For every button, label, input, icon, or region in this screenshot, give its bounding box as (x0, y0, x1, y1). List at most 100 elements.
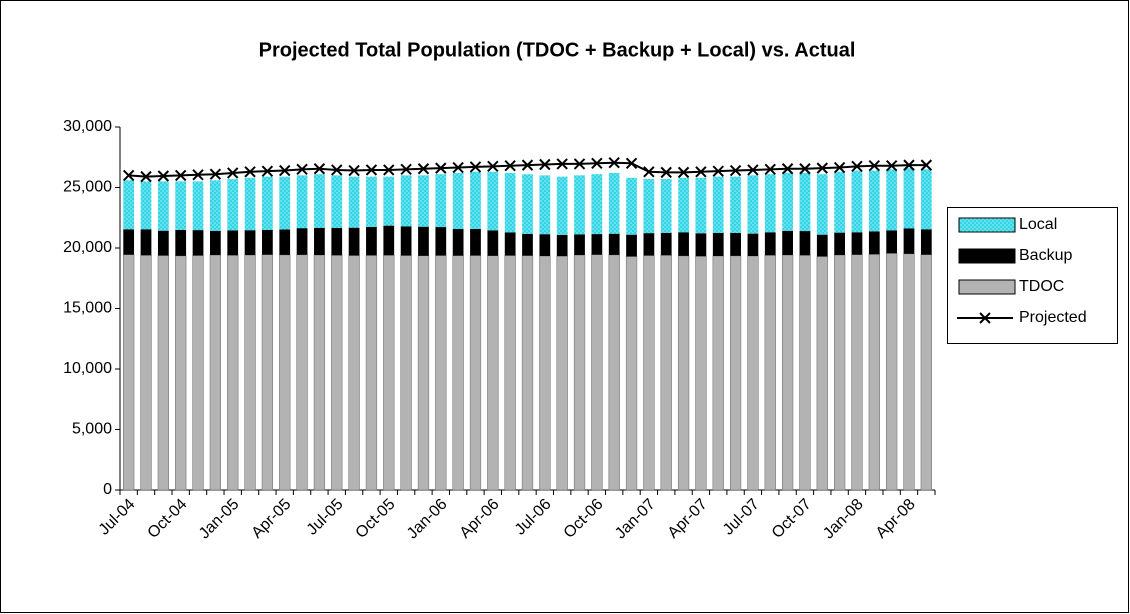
marker (625, 157, 638, 170)
bar (192, 230, 204, 256)
bar (886, 230, 898, 254)
bar (625, 256, 638, 491)
bar (903, 228, 915, 254)
bar (227, 255, 239, 491)
bar (556, 176, 568, 235)
bar (296, 254, 308, 491)
marker (764, 163, 776, 176)
bar (591, 174, 603, 235)
bar (747, 175, 759, 234)
bar (435, 255, 447, 491)
bar (227, 179, 239, 231)
bar (383, 225, 395, 256)
marker (851, 160, 863, 173)
marker (174, 169, 187, 182)
bar (383, 255, 395, 491)
bar (366, 176, 377, 227)
bar (209, 254, 221, 491)
marker (781, 163, 794, 175)
bar (504, 232, 516, 256)
bar (279, 229, 291, 255)
bar (868, 254, 880, 491)
bar (712, 232, 724, 256)
bar (157, 181, 169, 231)
bar (678, 232, 689, 256)
marker (677, 166, 690, 179)
bar (452, 229, 464, 256)
marker (383, 164, 395, 176)
marker (487, 160, 499, 173)
bar (365, 255, 378, 491)
marker (348, 164, 360, 177)
bar (469, 255, 482, 491)
marker (573, 158, 586, 170)
bar (781, 254, 794, 491)
marker (729, 164, 742, 177)
bar (400, 175, 412, 227)
bar (556, 255, 568, 491)
bar (730, 232, 741, 256)
marker (244, 166, 256, 178)
bar (660, 255, 672, 491)
y-tick-label: 15,000 (63, 300, 112, 317)
bar (157, 230, 169, 256)
bar (834, 232, 846, 256)
bar (331, 255, 343, 491)
marker (435, 162, 447, 174)
bar (539, 234, 551, 256)
marker (157, 170, 170, 182)
bar (400, 226, 412, 256)
bar (331, 175, 343, 229)
marker (660, 166, 672, 179)
bar (383, 176, 395, 226)
bar (608, 172, 620, 234)
bar (643, 179, 655, 234)
bar (643, 233, 655, 256)
bar (348, 227, 360, 256)
marker (608, 156, 620, 169)
bar (677, 255, 690, 491)
bar (209, 230, 221, 256)
bar (504, 172, 516, 233)
bar (799, 172, 811, 232)
bar (192, 255, 204, 491)
bar (816, 234, 828, 257)
bar (712, 176, 724, 233)
marker (591, 157, 603, 170)
chart-title: Projected Total Population (TDOC + Backu… (259, 39, 856, 61)
bar (331, 228, 343, 256)
legend-swatch (958, 248, 1016, 264)
bar (244, 230, 256, 256)
marker (903, 159, 915, 171)
bar (313, 254, 326, 491)
bar (175, 229, 187, 256)
bar (764, 232, 776, 256)
bar (522, 174, 533, 234)
bar (764, 255, 776, 491)
bar (539, 175, 551, 235)
marker (833, 161, 846, 174)
bar (435, 227, 447, 256)
bar (573, 254, 586, 491)
legend-label: Local (1019, 216, 1057, 233)
bar (487, 171, 499, 231)
marker (261, 165, 274, 177)
bar (314, 227, 325, 256)
bar (366, 226, 377, 256)
bar (123, 180, 135, 230)
legend-label: Projected (1019, 309, 1087, 326)
marker (331, 164, 343, 176)
bar (747, 233, 759, 256)
bar (470, 228, 481, 256)
bar (591, 234, 603, 255)
bar (504, 255, 516, 491)
bar (851, 232, 863, 255)
marker (556, 158, 568, 170)
bar (712, 255, 724, 491)
marker (140, 170, 152, 183)
bar (608, 233, 620, 255)
marker (920, 159, 933, 171)
bar (209, 180, 221, 231)
marker (365, 164, 378, 176)
